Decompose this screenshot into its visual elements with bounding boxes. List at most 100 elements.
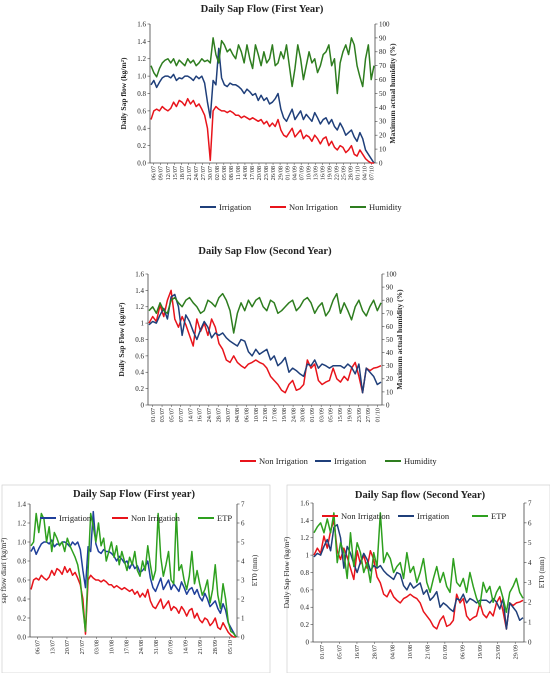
y2-tick-label: 70 [386,310,394,318]
y2-tick-label: 7 [241,500,245,508]
x-tick-label: 05/09 [328,408,335,422]
x-tick-label: 17/08 [249,166,256,180]
y-tick-label: 1.4 [137,38,146,46]
legend-label: Humidity [404,456,437,466]
x-tick-label: 14/07 [187,408,194,422]
series-line-non-irrigation [313,519,524,630]
y2-tick-label: 60 [379,76,387,84]
y-tick-label: 0.4 [135,369,144,377]
y2-tick-label: 100 [386,270,397,278]
x-tick-label: 27/07 [200,166,207,180]
x-tick-label: 01/07 [319,645,326,659]
y-tick-label: 1.2 [17,519,26,527]
y-tick-label: 0.6 [17,576,26,584]
x-tick-label: 10/08 [253,408,260,422]
y-tick-label: 1.0 [137,73,146,81]
x-tick-label: 22/09 [334,166,341,180]
legend-label: Humidity [369,202,402,212]
y-tick-label: 1.6 [135,270,144,278]
x-tick-label: 14/08 [242,166,249,180]
legend-label: Irrigation [219,202,252,212]
y-tick-label: 0.0 [17,633,26,641]
x-tick-label: 01/07 [150,408,157,422]
y2-tick-label: 100 [379,20,390,28]
x-tick-label: 21/07 [186,166,193,180]
x-tick-label: 10/09 [305,166,312,180]
y-tick-label: 0.6 [137,107,146,115]
legend-label: ETP [491,511,506,521]
y-tick-label: 1.2 [135,303,144,311]
y-tick-label: 0.4 [300,604,309,612]
chart-panel-3: Daily Sap Flow (First year) 0.0 0.2 0.4 0.6 0… [0,484,271,673]
y2-tick-label: 80 [379,48,387,56]
y-tick-label: 0.8 [135,336,144,344]
x-tick-label: 09/07 [158,166,165,180]
x-tick-label: 02/08 [214,166,221,180]
x-tick-label: 03/09 [318,408,325,422]
x-tick-label: 16/07 [197,408,204,422]
x-tick-label: 01/09 [284,166,291,180]
x-tick-label: 26/08 [270,166,277,180]
y-axis-label: sap flow diari (kg/m²) [0,537,8,603]
x-tick-label: 01/10 [375,408,382,422]
x-tick-label: 28/07 [215,408,222,422]
legend-label: Irrigation [59,513,92,523]
panel-border [286,484,550,673]
x-tick-label: 29/08 [277,166,284,180]
x-tick-label: 17/08 [123,640,130,654]
y2-tick-label: 20 [386,375,394,383]
y-tick-label: 1 [306,552,310,560]
chart-title: Daily Sap Flow (First year) [73,489,195,500]
x-tick-label: 06/09 [460,645,467,659]
series-line-etp [313,512,524,613]
y2-tick-label: 30 [386,362,394,370]
y2-tick-label: 90 [379,34,387,42]
y-tick-label: 1.4 [17,500,26,508]
x-tick-label: 11/08 [235,166,242,180]
y2-tick-label: 60 [386,323,394,331]
y-tick-label: 1.6 [300,499,309,507]
x-tick-label: 04/08 [389,645,396,659]
y2-tick-label: 4 [528,559,532,567]
x-tick-label: 08/08 [228,166,235,180]
y-tick-label: 0.6 [135,352,144,360]
x-tick-label: 07/10 [369,166,376,180]
y-tick-label: 0.2 [135,385,144,393]
y2-tick-label: 4 [241,557,245,565]
legend-label: Irrigation [417,511,450,521]
x-tick-label: 24/07 [193,166,200,180]
x-tick-label: 23/09 [495,645,502,659]
x-tick-label: 19/09 [326,166,333,180]
y2-tick-label: 5 [528,539,532,547]
x-tick-label: 25/09 [341,166,348,180]
x-tick-label: 03/08 [94,640,101,654]
x-tick-label: 05/08 [221,166,228,180]
y2-tick-label: 70 [379,62,387,70]
panel-border [1,484,271,673]
x-tick-label: 12/08 [262,408,269,422]
chart-title: Daily Sap flow (Second Year) [355,490,486,501]
legend-label: Non Irrigation [341,511,391,521]
x-tick-label: 07/07 [178,408,185,422]
series-line-humidity [148,292,382,334]
legend-label: ETP [217,513,232,523]
y2-axis-label: ET0 (mm) [250,554,259,586]
y-tick-label: 0.4 [17,595,26,603]
y2-tick-label: 30 [379,118,387,126]
y-axis-label: Daily Sap flow (kg/m²) [119,57,128,130]
x-tick-label: 05/10 [227,640,234,654]
y2-tick-label: 20 [379,132,387,140]
x-tick-label: 13/09 [312,166,319,180]
y2-tick-label: 10 [386,388,394,396]
x-tick-label: 10/08 [109,640,116,654]
chart-panel-4: Daily Sap flow (Second Year) 0 0.2 0.4 0.6 0.… [282,484,550,673]
x-tick-label: 30/07 [207,166,214,180]
series-line-irrigation [30,510,237,638]
x-tick-label: 24/08 [290,408,297,422]
x-tick-label: 15/09 [337,408,344,422]
y2-tick-label: 1 [528,619,532,627]
x-tick-label: 18/07 [179,166,186,180]
legend-label: Non Irrigation [289,202,339,212]
y2-tick-label: 6 [241,519,245,527]
x-tick-label: 29/09 [512,645,519,659]
